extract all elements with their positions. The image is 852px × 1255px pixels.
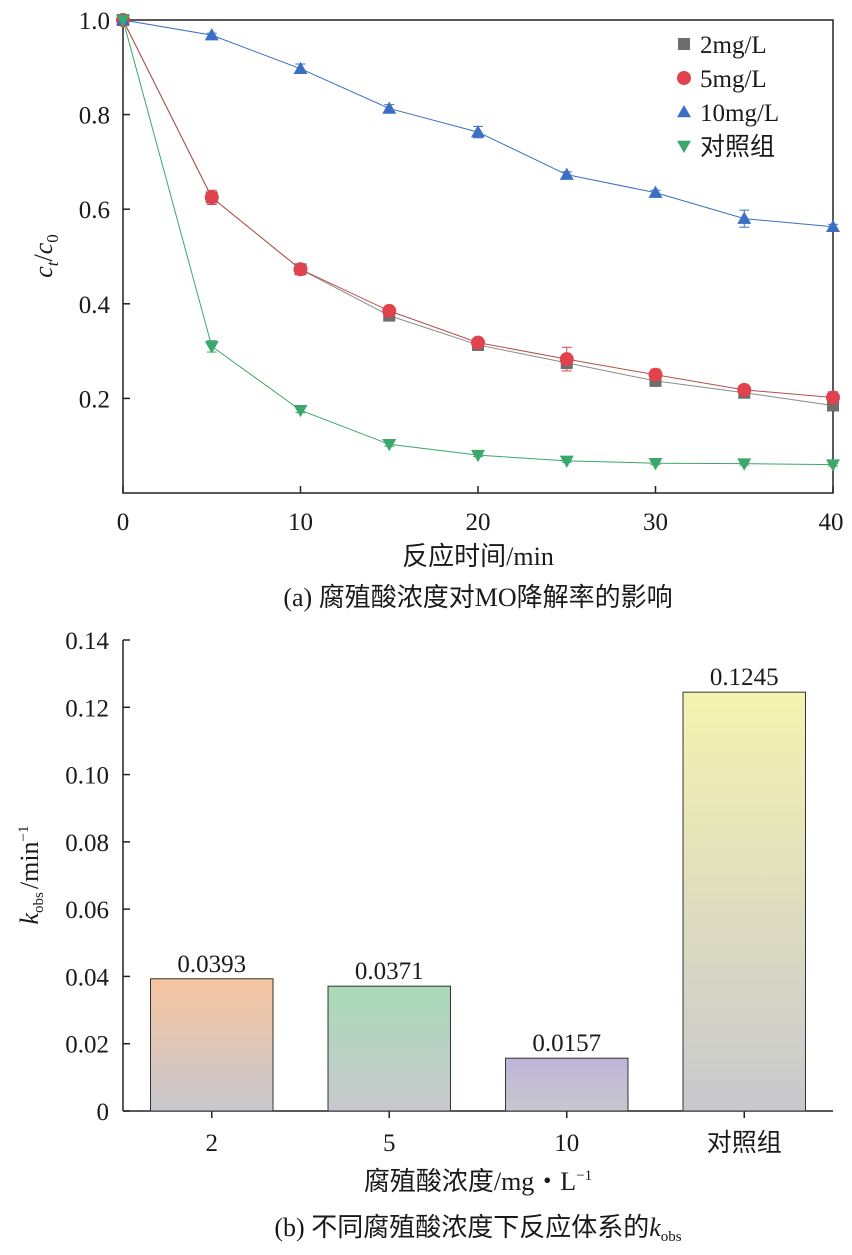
chart-b-xlabel: 腐殖酸浓度/mg・L−1 — [364, 1167, 592, 1196]
chart-a-x-tick-label: 30 — [643, 509, 668, 536]
chart-b-x-tick-label: 对照组 — [707, 1129, 782, 1157]
chart-a-xlabel: 反应时间/min — [402, 542, 554, 571]
chart-a-x-tick-label: 0 — [117, 509, 130, 536]
chart-a-point-item-3 — [559, 455, 574, 468]
chart-a-axes: 0 10 20 30 40 0.2 0.4 0.6 0.8 1.0 — [79, 8, 844, 536]
chart-b-axes: 0 0.02 0.04 0.06 0.08 0.10 0.12 0.14 2 5 10 对照组 — [65, 628, 782, 1157]
chart-a-legend-label: 10mg/L — [700, 100, 779, 127]
chart-b-y-tick-label: 0.10 — [65, 763, 109, 790]
chart-a-y-tick-label: 0.2 — [79, 386, 110, 413]
chart-a-y-tick-label: 1.0 — [79, 8, 110, 35]
chart-b-bar-value-label: 0.0157 — [532, 1030, 601, 1057]
chart-b-bar-10 — [505, 1057, 629, 1112]
chart-a-point-10mg-l — [648, 185, 663, 198]
chart-b-ylabel: kobs/min−1 — [15, 825, 47, 924]
chart-a-point-5mg-l — [648, 367, 663, 382]
chart-a-point-5mg-l — [204, 190, 219, 205]
chart-a-point-10mg-l — [382, 101, 397, 114]
chart-b-x-tick-label: 5 — [383, 1130, 396, 1157]
chart-a-point-item-3 — [737, 458, 752, 471]
chart-a-point-10mg-l — [293, 61, 308, 74]
chart-a-legend: 2mg/L 5mg/L 10mg/L 对照组 — [677, 32, 779, 161]
chart-b-y-tick-label: 0.04 — [65, 964, 109, 991]
chart-b-x-tick-label: 10 — [554, 1130, 579, 1157]
chart-a-legend-label: 5mg/L — [700, 66, 767, 93]
chart-a-point-5mg-l — [293, 262, 308, 277]
chart-a-y-tick-label: 0.4 — [79, 292, 111, 319]
chart-b-bar-value-label: 0.1245 — [710, 664, 779, 691]
chart-a-point-5mg-l — [559, 352, 574, 367]
chart-a: 0 10 20 30 40 0.2 0.4 0.6 0.8 1.0 2mg/L 5mg/L 10mg/… — [29, 8, 844, 612]
chart-b-x-tick-label: 2 — [206, 1130, 219, 1157]
chart-a-error-bars — [206, 32, 838, 467]
chart-b-bar-2 — [150, 978, 274, 1112]
chart-b-bars: 0.0393 0.0371 0.0157 0.1245 — [150, 664, 806, 1112]
chart-a-legend-label: 2mg/L — [700, 32, 767, 59]
chart-a-legend-marker — [677, 71, 691, 85]
chart-a-point-item-3 — [116, 14, 130, 27]
chart-a-point-item-3 — [382, 439, 397, 452]
chart-a-legend-label: 对照组 — [700, 133, 775, 161]
chart-b-caption: (b) 不同腐殖酸浓度下反应体系的kobs — [274, 1213, 681, 1245]
chart-a-point-10mg-l — [204, 28, 219, 41]
chart-a-point-item-3 — [826, 459, 840, 472]
chart-a-point-5mg-l — [826, 390, 840, 405]
chart-a-point-item-3 — [471, 449, 485, 463]
chart-a-data-points — [116, 13, 840, 472]
chart-a-legend-marker — [677, 105, 691, 118]
chart-a-point-item-3 — [293, 404, 308, 418]
chart-b-bar-value-label: 0.0393 — [177, 951, 246, 978]
chart-a-point-5mg-l — [471, 335, 485, 350]
chart-a-point-item-3 — [204, 341, 219, 354]
chart-b-bar-value-label: 0.0371 — [355, 958, 424, 985]
chart-a-ylabel: ct/c0 — [29, 234, 62, 278]
chart-a-point-10mg-l — [471, 125, 485, 138]
chart-a-y-tick-label: 0.6 — [79, 197, 110, 224]
chart-a-point-item-3 — [648, 457, 663, 471]
chart-b-bar-item-3 — [682, 691, 806, 1112]
chart-b-y-tick-label: 0.08 — [65, 830, 109, 857]
chart-a-y-tick-label: 0.8 — [79, 103, 110, 130]
chart-a-caption: (a) 腐殖酸浓度对MO降解率的影响 — [283, 583, 672, 612]
chart-a-x-tick-label: 40 — [819, 509, 844, 536]
chart-a-x-tick-label: 10 — [288, 509, 313, 536]
chart-b-y-tick-label: 0.12 — [65, 695, 109, 722]
chart-a-legend-marker — [677, 140, 691, 153]
chart-b-y-tick-label: 0.06 — [65, 897, 109, 924]
chart-a-legend-marker — [678, 38, 690, 50]
chart-b: 0 0.02 0.04 0.06 0.08 0.10 0.12 0.14 2 5 10 对照组 0.0… — [15, 628, 833, 1245]
chart-b-y-tick-label: 0.02 — [65, 1032, 109, 1059]
chart-a-x-tick-label: 20 — [466, 509, 491, 536]
chart-a-point-5mg-l — [382, 303, 397, 318]
chart-a-point-10mg-l — [826, 219, 840, 232]
chart-b-y-tick-label: 0.14 — [65, 628, 109, 655]
chart-a-point-10mg-l — [559, 167, 574, 180]
chart-b-y-tick-label: 0 — [97, 1099, 110, 1126]
chart-a-point-5mg-l — [737, 382, 752, 397]
chart-b-bar-5 — [327, 985, 451, 1112]
chart-a-point-10mg-l — [737, 211, 752, 224]
